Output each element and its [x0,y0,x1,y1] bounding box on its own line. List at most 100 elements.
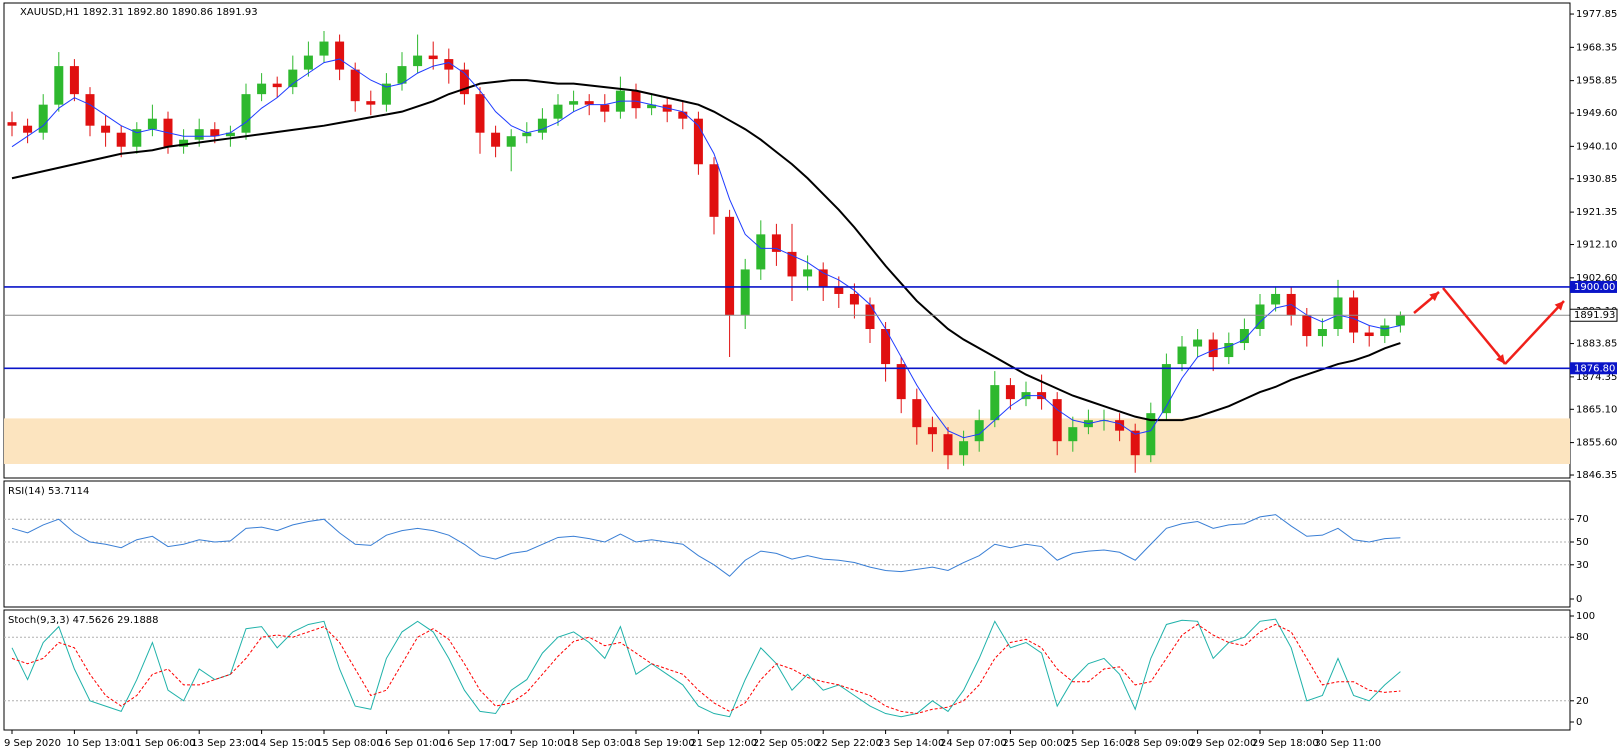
candle-body [881,329,891,365]
candle-body [1177,346,1187,365]
forecast-arrowhead [1554,301,1564,311]
candle-body [927,427,937,435]
x-tick-label: 29 Sep 02:00 [1190,738,1257,749]
level-box [1570,362,1617,375]
x-tick-label: 14 Sep 15:00 [254,738,321,749]
candle-body [990,385,1000,421]
panel-frame [3,2,1571,479]
candle-body [288,69,298,88]
candle-body [1130,430,1140,456]
candle-body [1302,314,1312,337]
candle-body [865,304,875,330]
y-tick-label: 1958.85 [1576,76,1617,87]
panel-title: RSI(14) 53.7114 [8,486,89,497]
y-tick-label: 0 [1576,594,1582,605]
candle-body [912,399,922,428]
candle-body [1161,364,1171,414]
candle-body [803,269,813,277]
candle-body [381,83,391,105]
candle-body [397,66,407,84]
x-tick-label: 22 Sep 22:00 [815,738,882,749]
candle-body [1317,329,1327,337]
support-zone [4,418,1570,464]
y-tick-label: 50 [1576,537,1589,548]
moving-average [11,79,1401,422]
candle-body [1193,339,1203,347]
y-tick-label: 1855.60 [1576,438,1617,449]
forecast-arrowhead [1429,292,1439,302]
x-tick-label: 30 Sep 11:00 [1314,738,1381,749]
candle-body [413,55,423,67]
candle-body [1052,399,1062,442]
y-tick-label: 1977.85 [1576,9,1617,20]
level-label: 1876.80 [1574,363,1615,374]
candle-body [943,434,953,456]
candle-body [1271,293,1281,305]
x-tick-label: 16 Sep 17:00 [441,738,508,749]
candle-body [1380,325,1390,337]
candle-body [1239,329,1249,344]
y-tick-label: 1921.35 [1576,207,1617,218]
candle-body [491,132,501,147]
candle-body [771,234,781,252]
candle-body [366,101,376,105]
candle-body [7,122,17,126]
candle-body [1115,420,1125,431]
forecast-arrow [1504,300,1565,365]
y-tick-label: 1902.60 [1576,273,1617,284]
candle-body [693,118,703,165]
candle-body [1146,413,1156,456]
x-tick-label: 11 Sep 06:00 [129,738,196,749]
y-tick-label: 1865.10 [1576,404,1617,415]
candle-body [709,164,719,217]
indicator-line [11,618,1401,718]
last-price-label: 1891.93 [1574,310,1615,321]
candle-body [1395,315,1405,326]
candle-body [319,41,329,56]
candle-body [147,118,157,130]
candle-body [834,286,844,294]
candle-body [241,94,251,133]
candle-body [179,139,189,147]
candle-body [23,125,33,133]
moving-average [11,58,1401,439]
candle-body [1333,297,1343,330]
x-tick-label: 18 Sep 03:00 [566,738,633,749]
x-tick-label: 17 Sep 10:00 [503,738,570,749]
y-tick-label: 1968.35 [1576,42,1617,53]
y-tick-label: 0 [1576,717,1582,728]
candle-body [116,132,126,147]
x-tick-label: 25 Sep 16:00 [1065,738,1132,749]
panel-title: XAUUSD,H1 1892.31 1892.80 1890.86 1891.9… [20,7,258,18]
candle-body [647,104,657,109]
y-tick-label: 1940.10 [1576,141,1617,152]
candle-body [553,104,563,119]
indicator-line [11,623,1401,715]
x-tick-label: 13 Sep 23:00 [191,738,258,749]
level-label: 1900.00 [1574,282,1615,293]
y-tick-label: 20 [1576,696,1589,707]
y-tick-label: 30 [1576,560,1589,571]
candle-body [569,101,579,105]
x-tick-label: 23 Sep 14:00 [878,738,945,749]
candle-body [522,132,532,137]
candle-body [1005,385,1015,400]
candle-body [974,420,984,442]
candle-body [756,234,766,270]
candle-body [787,251,797,277]
panel-title: Stoch(9,3,3) 47.5626 29.1888 [8,615,159,626]
candle-body [959,441,969,456]
candle-body [600,104,610,112]
candle-body [584,101,594,105]
candle-body [459,69,469,95]
x-tick-label: 9 Sep 2020 [4,738,61,749]
y-tick-label: 1912.10 [1576,240,1617,251]
plot-area [4,514,1570,577]
candle-body [849,293,859,305]
candle-body [537,118,547,133]
x-tick-label: 16 Sep 01:00 [378,738,445,749]
candle-body [85,94,95,126]
candle-body [54,66,64,105]
candle-body [335,41,345,70]
